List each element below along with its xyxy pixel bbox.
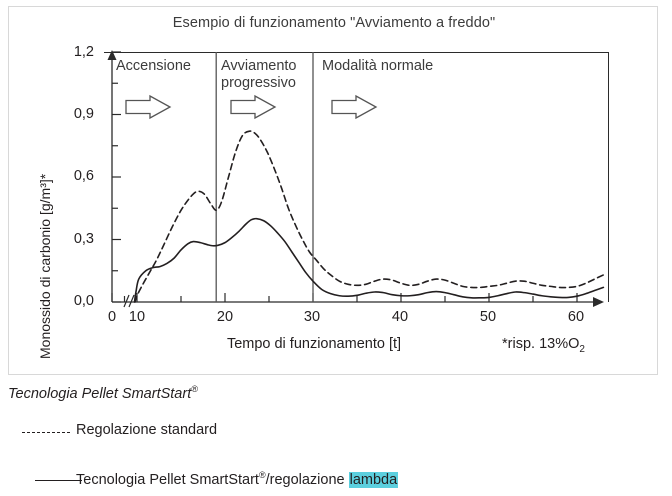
series-line-dashed bbox=[134, 130, 605, 303]
y-tick-label: 0,3 bbox=[73, 231, 94, 247]
legend-row-smartstart: Tecnologia Pellet SmartStart®/regolazion… bbox=[8, 456, 658, 492]
series-line-solid bbox=[133, 217, 605, 303]
legend-row-standard: Regolazione standard bbox=[8, 420, 658, 456]
x-tick-labels: 0 10 20 30 40 50 60 bbox=[104, 310, 609, 332]
chart-svg bbox=[107, 50, 605, 308]
x-tick-label: 30 bbox=[303, 309, 321, 325]
phase-label-avviamento-line2: progressivo bbox=[221, 75, 296, 91]
y-axis-label: Monossido di carbonio [g/m³]* bbox=[37, 173, 53, 359]
legend-label-smartstart: Tecnologia Pellet SmartStart®/regolazion… bbox=[76, 470, 399, 488]
chart-card: Esempio di funzionamento "Avviamento a f… bbox=[8, 6, 658, 375]
y-tick-label: 0,0 bbox=[73, 293, 94, 309]
y-tick-label: 0,6 bbox=[73, 168, 94, 184]
phase-label-avviamento-line1: Avviamento bbox=[221, 58, 297, 74]
y-tick-label: 1,2 bbox=[73, 44, 94, 60]
chart-title: Esempio di funzionamento "Avviamento a f… bbox=[172, 15, 496, 31]
chart-legend: Regolazione standard Tecnologia Pellet S… bbox=[8, 420, 658, 492]
figure-caption: Tecnologia Pellet SmartStart® bbox=[8, 384, 198, 402]
plot-frame bbox=[104, 52, 609, 302]
x-tick-label: 20 bbox=[216, 309, 234, 325]
solid-line-sample bbox=[35, 480, 82, 483]
dashed-line-sample bbox=[22, 432, 70, 435]
phase-label-accensione: Accensione bbox=[116, 58, 191, 74]
plot-area: 1,2 0,9 0,6 0,3 0,0 0 10 20 30 40 50 60 … bbox=[74, 45, 609, 355]
footnote-subscript: 2 bbox=[579, 343, 585, 355]
x-tick-label: 10 bbox=[128, 309, 146, 325]
phase-label-modalita-normale: Modalità normale bbox=[322, 58, 434, 74]
legend-label-mid: /regolazione bbox=[265, 471, 349, 488]
registered-mark: ® bbox=[258, 470, 266, 480]
footnote-text: *risp. 13%O bbox=[502, 336, 580, 352]
x-tick-label: 0 bbox=[107, 309, 117, 325]
x-tick-label: 40 bbox=[391, 309, 409, 325]
x-tick-label: 60 bbox=[567, 309, 585, 325]
x-axis-label: Tempo di funzionamento [t] bbox=[226, 336, 402, 352]
x-tick-label: 50 bbox=[479, 309, 497, 325]
registered-mark: ® bbox=[191, 384, 198, 394]
caption-text: Tecnologia Pellet SmartStart bbox=[8, 385, 192, 402]
chart-footnote: *risp. 13%O2 bbox=[502, 336, 672, 355]
legend-label-standard: Regolazione standard bbox=[76, 422, 218, 438]
legend-label-pre: Tecnologia Pellet SmartStart bbox=[76, 471, 259, 488]
y-tick-label: 0,9 bbox=[73, 106, 94, 122]
legend-label-highlight: lambda bbox=[348, 471, 399, 488]
y-tick-labels: 1,2 0,9 0,6 0,3 0,0 bbox=[60, 45, 94, 308]
